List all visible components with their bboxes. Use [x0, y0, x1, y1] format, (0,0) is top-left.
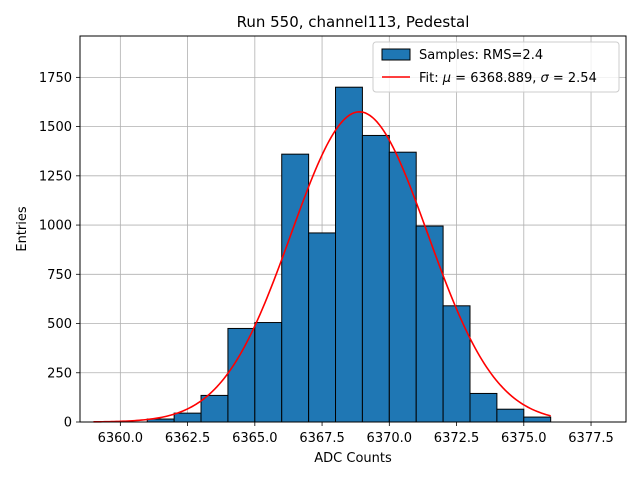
histogram-bar-7: [335, 86, 363, 423]
histogram-bar-13: [496, 408, 525, 423]
histogram-bar-6: [308, 232, 337, 423]
x-tick-label-1: 6362.5: [165, 431, 211, 446]
x-tick-label-6: 6375.0: [501, 431, 547, 446]
legend-samples-swatch: [381, 48, 411, 61]
histogram-bar-2: [200, 394, 229, 423]
y-axis-label: Entries: [15, 206, 30, 252]
y-tick-label-1: 250: [47, 366, 72, 381]
x-tick-label-7: 6377.5: [568, 431, 614, 446]
legend-fit-suffix: = 2.54: [549, 71, 597, 86]
legend-fit-mu-symbol: μ: [442, 71, 451, 86]
histogram-bar-3: [227, 327, 256, 423]
histogram-bar-8: [361, 134, 390, 423]
histogram-bar-14: [523, 416, 552, 423]
fit-curve-layer: [93, 111, 551, 423]
y-tick-label-2: 500: [47, 317, 72, 332]
y-tick-label-7: 1750: [39, 71, 72, 86]
x-tick-label-3: 6367.5: [299, 431, 345, 446]
legend-fit-mid: = 6368.889,: [451, 71, 540, 86]
histogram-bar-4: [254, 322, 283, 423]
x-axis-label: ADC Counts: [314, 451, 392, 466]
histogram-bar-11: [442, 305, 471, 423]
histogram-bar-12: [469, 392, 498, 423]
legend-box: [372, 41, 620, 93]
x-tick-label-0: 6360.0: [98, 431, 144, 446]
histogram-bars: [146, 86, 552, 423]
x-tick-label-2: 6365.0: [232, 431, 278, 446]
x-tick-label-4: 6370.0: [367, 431, 413, 446]
y-tick-label-6: 1500: [39, 120, 72, 135]
x-tick-label-5: 6372.5: [434, 431, 480, 446]
histogram-bar-1: [173, 412, 202, 423]
y-tick-label-5: 1250: [39, 169, 72, 184]
histogram-bar-10: [415, 225, 444, 423]
y-axis-ticks: 0 250 500 750 1000 1250 1500 1750: [39, 71, 80, 431]
legend-fit-prefix: Fit:: [419, 71, 443, 86]
y-tick-label-3: 750: [47, 268, 72, 283]
legend-fit-label: Fit: μ = 6368.889, σ = 2.54: [419, 71, 597, 86]
y-tick-label-4: 1000: [39, 219, 72, 234]
x-axis-ticks: 6360.0 6362.5 6365.0 6367.5 6370.0 6372.5 6375…: [98, 422, 614, 446]
plot-frame: [79, 35, 627, 423]
y-tick-label-0: 0: [64, 416, 72, 431]
chart-title: Run 550, channel113, Pedestal: [237, 13, 470, 31]
legend-fit-sigma-symbol: σ: [541, 71, 550, 86]
fit-curve: [93, 111, 551, 423]
legend: Samples: RMS=2.4 Fit: μ = 6368.889, σ = …: [372, 41, 620, 93]
legend-samples-label: Samples: RMS=2.4: [419, 48, 543, 63]
histogram-bar-5: [281, 153, 310, 423]
